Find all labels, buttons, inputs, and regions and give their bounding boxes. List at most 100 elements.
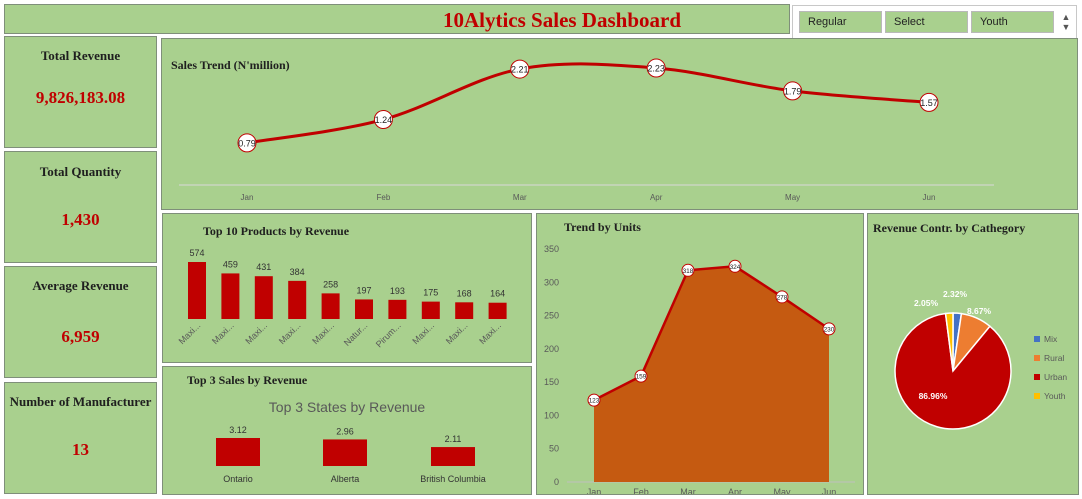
data-label: 384 xyxy=(290,267,305,277)
slicer-item-youth[interactable]: Youth xyxy=(971,11,1054,33)
units-trend-chart: 0 50 100 150 200 250 300 350 123 Jan 159 Feb 318 Mar 3… xyxy=(544,244,855,495)
y-tick-label: 100 xyxy=(544,410,559,420)
legend-label: Youth xyxy=(1044,391,1066,401)
category-pie-panel: Revenue Contr. by Cathegory 2.32% 8.67% 86… xyxy=(867,213,1079,495)
slicer-item-regular[interactable]: Regular xyxy=(799,11,882,33)
x-tick-label: Jun xyxy=(923,193,936,202)
bar xyxy=(431,447,475,466)
units-trend-panel: Trend by Units 0 50 100 150 200 250 300 350 123 J… xyxy=(536,213,864,495)
x-tick-label: Mar xyxy=(513,193,527,202)
data-label: 2.11 xyxy=(445,434,462,444)
data-point xyxy=(373,110,393,130)
top-states-chart: 3.12 Ontario 2.96 Alberta 2.11 British Columb… xyxy=(216,425,486,484)
category-pie-chart: 2.32% 8.67% 86.96% 2.05% Mix Rural Urban Youth xyxy=(894,289,1067,430)
category-slicer: Regular Select Youth ▲ ▼ xyxy=(792,5,1077,39)
pie-slice xyxy=(944,312,954,372)
bar xyxy=(216,438,260,466)
data-point xyxy=(587,393,601,407)
bar xyxy=(188,262,206,319)
data-point xyxy=(919,92,939,112)
y-tick-label: 200 xyxy=(544,344,559,354)
data-label: 459 xyxy=(223,259,238,269)
bar xyxy=(288,280,307,319)
kpi-label: Number of Manufacturer xyxy=(9,394,152,409)
legend-swatch xyxy=(1034,336,1040,342)
data-label: 278 xyxy=(777,294,788,301)
data-point xyxy=(822,322,836,336)
data-point xyxy=(775,290,789,304)
top-products-chart: 574 Maxi... 459 Maxi... 431 Maxi... 384 Maxi...… xyxy=(177,248,507,349)
data-label: 318 xyxy=(683,268,694,275)
data-label: 197 xyxy=(356,285,371,295)
x-tick-label: Alberta xyxy=(331,474,360,484)
y-tick-label: 300 xyxy=(544,277,559,287)
kpi-value: 13 xyxy=(72,440,89,459)
data-label: 574 xyxy=(189,248,204,258)
data-label: 168 xyxy=(457,288,472,298)
kpi-value: 1,430 xyxy=(61,210,100,229)
x-tick-label: Jun xyxy=(822,487,837,495)
chart-title: Top 10 Products by Revenue xyxy=(203,224,350,238)
data-label: 2.96 xyxy=(336,426,354,436)
kpi-value: 6,959 xyxy=(61,327,100,346)
sales-trend-chart: 0.79 Jan 1.24 Feb 2.21 Mar 2.23 Apr 1.79 May 1.57 J… xyxy=(179,58,994,202)
kpi-label: Average Revenue xyxy=(32,278,129,293)
series-area xyxy=(594,266,829,482)
x-tick-label: Maxi... xyxy=(410,320,436,346)
data-label: 123 xyxy=(589,398,600,405)
legend-swatch xyxy=(1034,393,1040,399)
y-tick-label: 250 xyxy=(544,311,559,321)
bar xyxy=(321,293,340,319)
x-tick-label: Maxi... xyxy=(444,320,470,346)
bar xyxy=(455,302,474,319)
data-label: 431 xyxy=(256,262,271,272)
x-tick-label: Maxi... xyxy=(477,320,503,346)
data-point xyxy=(646,58,666,78)
legend-label: Rural xyxy=(1044,353,1064,363)
series-line xyxy=(593,265,830,402)
y-tick-label: 50 xyxy=(549,444,559,454)
y-tick-label: 150 xyxy=(544,377,559,387)
data-label: 230 xyxy=(824,326,835,333)
kpi-label: Total Revenue xyxy=(40,48,121,63)
data-label: 175 xyxy=(423,288,438,298)
x-tick-label: May xyxy=(773,487,791,495)
legend-label: Mix xyxy=(1044,334,1058,344)
data-label: 258 xyxy=(323,279,338,289)
bar xyxy=(488,302,507,319)
data-label: 193 xyxy=(390,286,405,296)
x-tick-label: Mar xyxy=(680,487,696,495)
kpi-average-revenue: Average Revenue 6,959 xyxy=(4,266,157,378)
data-label: 0.79 xyxy=(238,138,256,148)
data-label: 3.12 xyxy=(229,425,247,435)
chart-subtitle: Top 3 States by Revenue xyxy=(268,399,426,415)
legend-swatch xyxy=(1034,355,1040,361)
data-label: 164 xyxy=(490,289,505,299)
x-tick-label: Jan xyxy=(241,193,254,202)
data-label: 1.24 xyxy=(375,115,393,125)
data-point xyxy=(634,369,648,383)
x-tick-label: Maxi... xyxy=(310,320,336,346)
x-tick-label: Maxi... xyxy=(177,320,203,346)
x-tick-label: Natur... xyxy=(342,320,370,348)
x-tick-label: Feb xyxy=(633,487,649,495)
chart-title: Revenue Contr. by Cathegory xyxy=(873,221,1026,235)
x-tick-label: Jan xyxy=(587,487,602,495)
kpi-total-quantity: Total Quantity 1,430 xyxy=(4,151,157,263)
y-tick-label: 0 xyxy=(554,477,559,487)
chart-title: Sales Trend (N'million) xyxy=(171,58,290,72)
data-label: 8.67% xyxy=(967,306,992,316)
kpi-value: 9,826,183.08 xyxy=(35,88,126,107)
x-tick-label: Feb xyxy=(377,193,391,202)
data-point xyxy=(237,133,257,153)
data-label: 324 xyxy=(730,264,741,271)
pie-slice xyxy=(894,312,1012,430)
bar xyxy=(221,273,240,319)
sales-trend-panel: Sales Trend (N'million) 0.79 Jan 1.24 Feb 2.… xyxy=(161,38,1078,210)
kpi-number-of-manufacturer: Number of Manufacturer 13 xyxy=(4,382,157,494)
dashboard-title: 10Alytics Sales Dashboard xyxy=(442,8,682,32)
up-down-arrows-icon[interactable]: ▲ ▼ xyxy=(1061,12,1071,32)
chart-title: Trend by Units xyxy=(564,220,641,234)
slicer-item-select[interactable]: Select xyxy=(885,11,968,33)
y-tick-label: 350 xyxy=(544,244,559,254)
